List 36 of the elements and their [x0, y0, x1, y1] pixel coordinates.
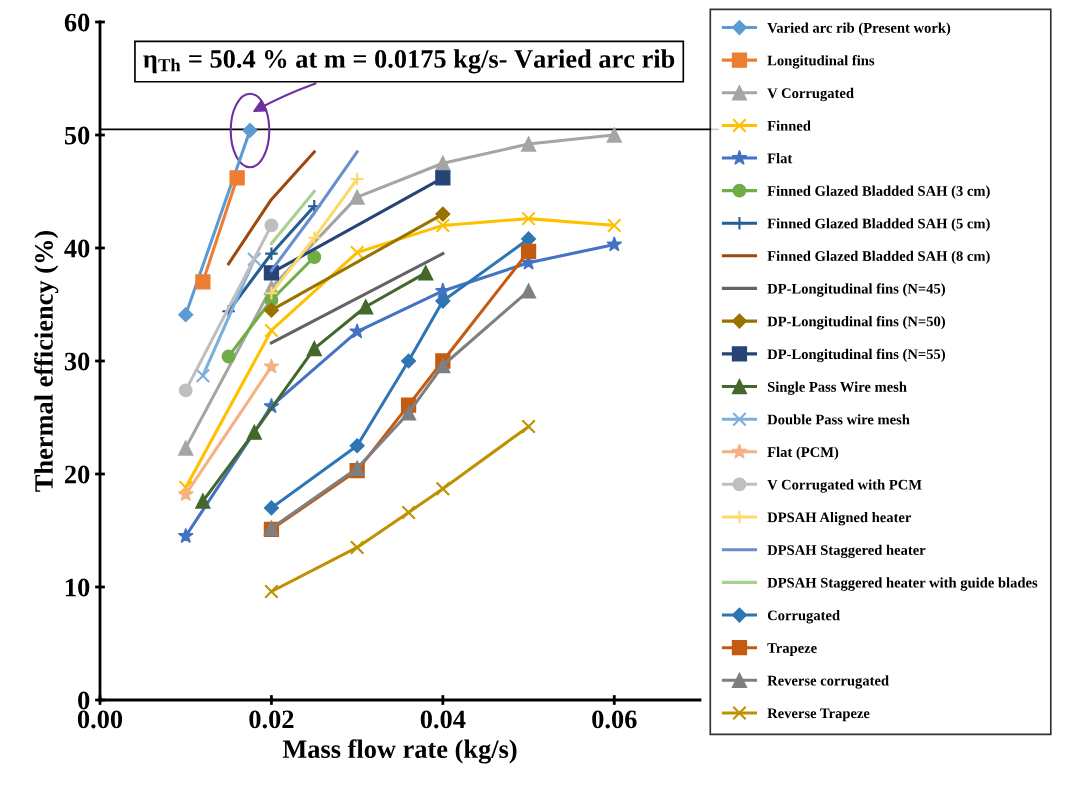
legend-label: DP-Longitudinal fins (N=55) — [767, 348, 945, 363]
y-tick-label: 30 — [64, 352, 90, 371]
legend-label: DPSAH Staggered heater with guide blades — [767, 577, 1038, 591]
y-tick-label: 20 — [65, 465, 90, 484]
legend-label: Reverse corrugated — [767, 675, 889, 689]
legend-label: Finned — [767, 120, 811, 131]
legend-label: Single Pass Wire mesh — [767, 381, 907, 395]
y-tick-label: 40 — [64, 239, 90, 258]
y-tick-label: 60 — [64, 13, 90, 32]
x-axis-title: Mass flow rate (kg/s) — [282, 739, 517, 764]
x-tick-label: 0.02 — [249, 710, 294, 729]
legend-label: Flat (PCM) — [767, 446, 839, 460]
legend-label: DPSAH Aligned heater — [767, 512, 912, 526]
legend-label: Longitudinal fins — [767, 54, 875, 69]
legend-label: Flat — [767, 153, 793, 164]
legend-label: Reverse Trapeze — [767, 708, 870, 722]
legend-label: Varied arc rib (Present work) — [767, 22, 951, 36]
legend-label: Finned Glazed Bladded SAH (3 cm) — [767, 185, 990, 199]
legend-label: Trapeze — [767, 643, 817, 656]
x-tick-label: 0.04 — [420, 710, 466, 729]
legend-label: DP-Longitudinal fins (N=50) — [767, 315, 945, 330]
legend-label: Double Pass wire mesh — [767, 414, 910, 425]
legend-label: Finned Glazed Bladded SAH (8 cm) — [767, 250, 990, 264]
x-tick-label: 0.06 — [592, 710, 637, 729]
legend-label: V Corrugated — [767, 87, 854, 102]
x-tick-label: 0.00 — [77, 710, 123, 729]
legend-label: Finned Glazed Bladded SAH (5 cm) — [767, 218, 990, 232]
y-tick-label: 10 — [66, 578, 90, 597]
annotation: η$_{Th}$ = 50.4 % at m = 0.0175 kg/s- Varied arc rib — [143, 49, 675, 74]
legend-label: Corrugated — [767, 610, 840, 624]
legend-label: DPSAH Staggered heater — [767, 544, 926, 559]
legend-label: V Corrugated with PCM — [767, 479, 922, 493]
y-tick-label: 0 — [78, 691, 90, 710]
y-tick-label: 50 — [64, 126, 90, 145]
y-axis-title: Thermal efficiency (%) — [34, 231, 59, 492]
legend-label: DP-Longitudinal fins (N=45) — [767, 283, 945, 297]
